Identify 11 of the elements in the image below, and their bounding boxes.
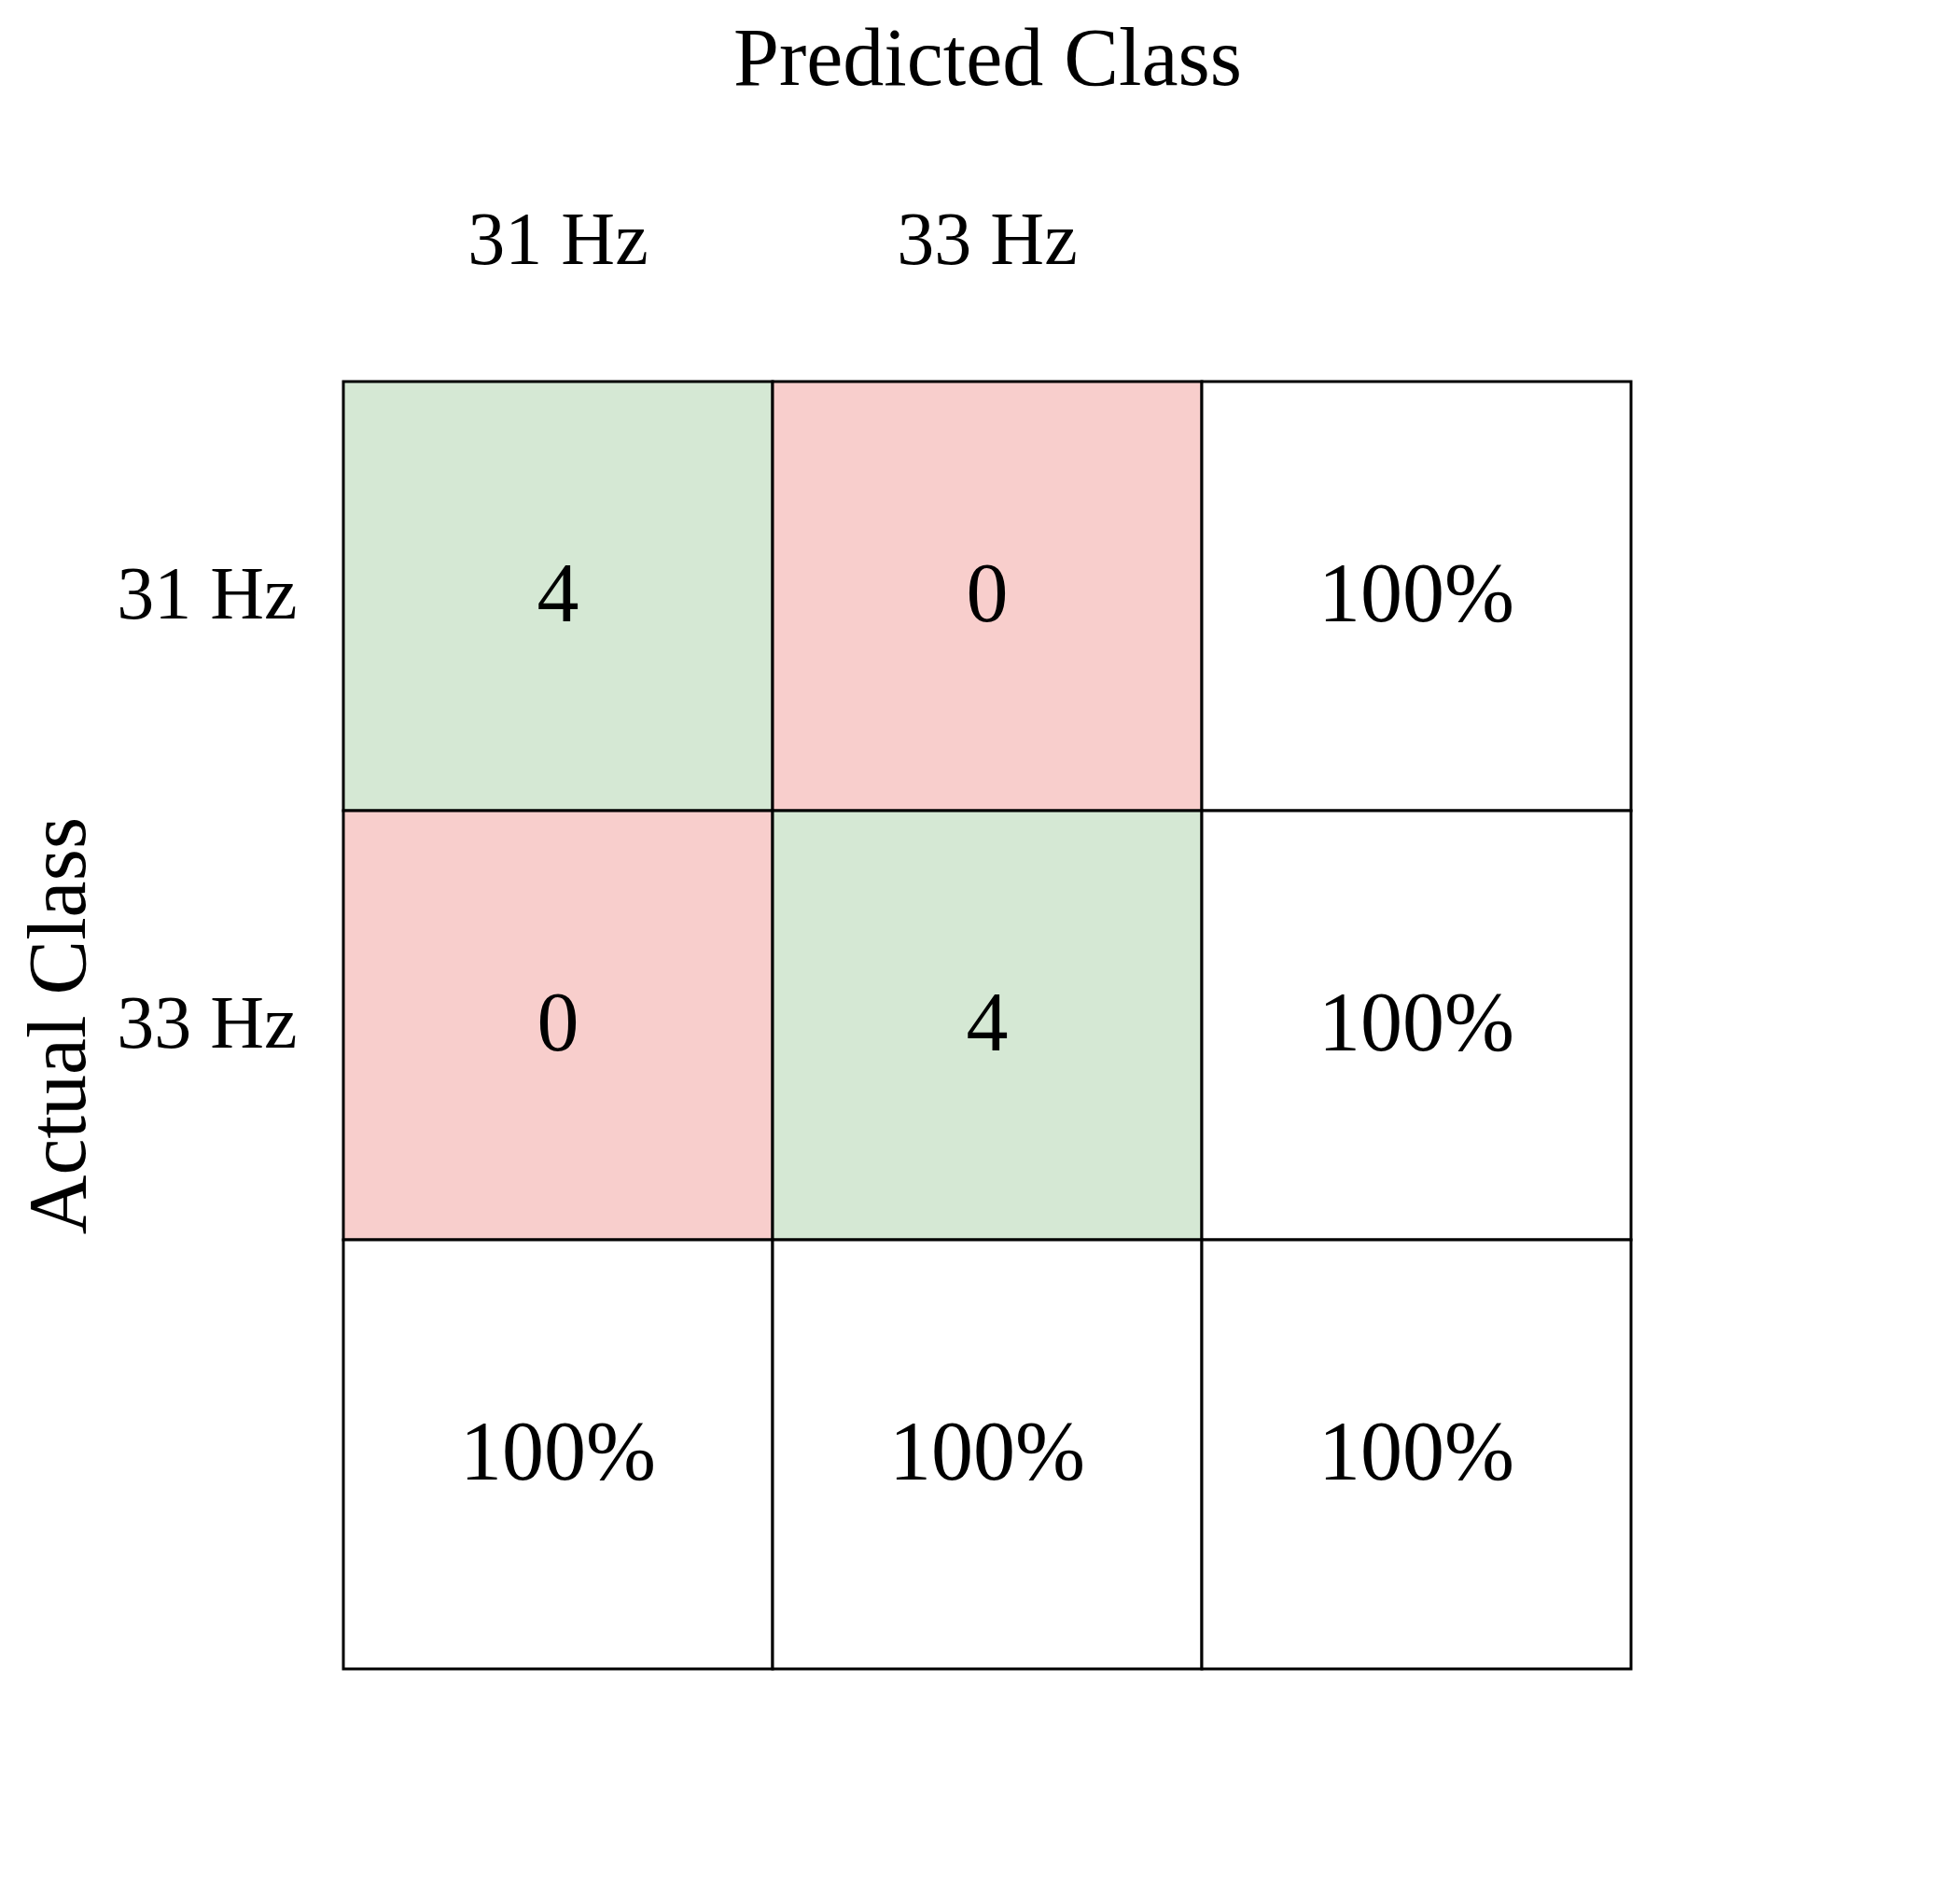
data-label: 4 (537, 547, 579, 639)
data-label: 100% (1318, 1405, 1514, 1497)
x-axis-title: Predicted Class (732, 11, 1243, 103)
data-label: 0 (966, 547, 1009, 639)
data-label: 4 (966, 976, 1009, 1068)
data-label: 0 (537, 976, 579, 1068)
data-label: 100% (889, 1405, 1085, 1497)
data-label: 100% (460, 1405, 656, 1497)
data-label: 100% (1318, 976, 1514, 1068)
y-axis-title: Actual Class (11, 816, 103, 1235)
data-label: 100% (1318, 547, 1514, 639)
